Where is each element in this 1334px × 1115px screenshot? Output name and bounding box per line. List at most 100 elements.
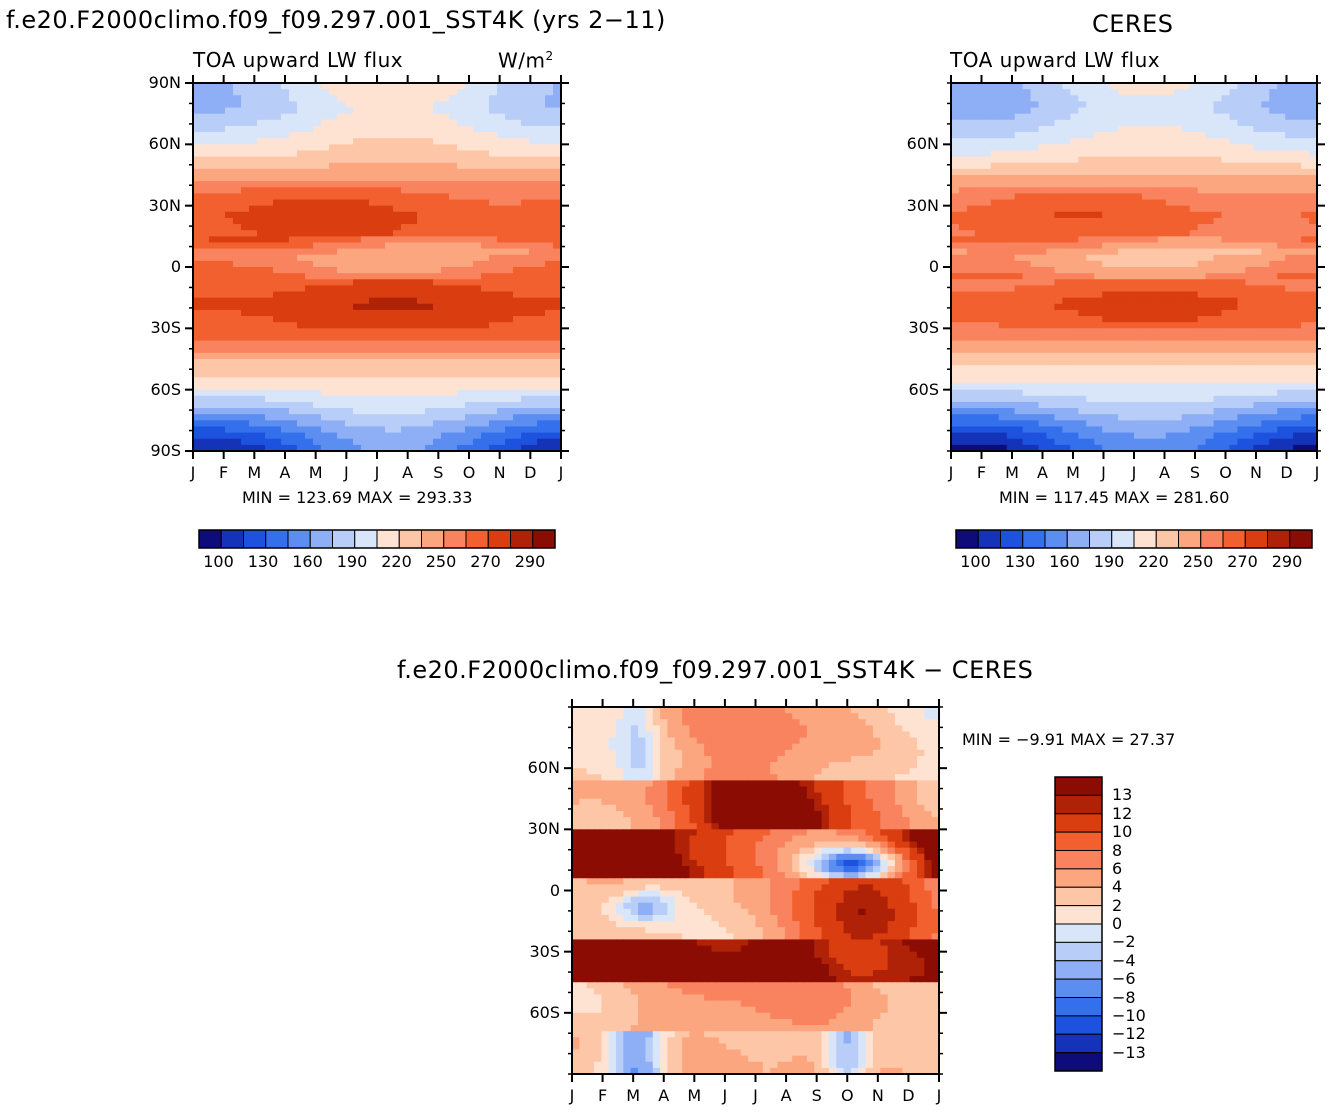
model-cell [193, 395, 202, 403]
model-cell [425, 254, 434, 262]
ceres-cell [1149, 303, 1159, 311]
model-cell [265, 371, 274, 379]
model-cell [457, 334, 466, 342]
ceres-cell [990, 119, 1000, 127]
model-cell [505, 156, 514, 164]
ceres-cell [1054, 119, 1064, 127]
ceres-cell [1277, 168, 1286, 176]
model-cell [465, 316, 474, 323]
model-cell [481, 352, 490, 360]
ceres-cell [1070, 260, 1080, 268]
model-cell [521, 242, 530, 250]
model-cell [473, 359, 482, 366]
model-cell [193, 352, 202, 360]
model-cell [289, 260, 298, 268]
model-cell [537, 273, 546, 281]
ceres-cell [1006, 205, 1016, 213]
model-cell [305, 230, 314, 238]
model-cell [225, 420, 234, 428]
ceres-cell [1261, 181, 1271, 189]
model-cell [241, 432, 250, 440]
model-cell [233, 334, 242, 342]
model-cell [545, 395, 554, 403]
model-cell [361, 199, 370, 207]
model-cell [529, 340, 538, 348]
ceres-cell [1301, 113, 1310, 121]
ceres-cell [1261, 138, 1271, 146]
model-cell [513, 285, 522, 293]
ceres-cell [1030, 248, 1040, 256]
ceres-cell [1086, 328, 1096, 336]
model-cell [377, 408, 386, 415]
model-cell [457, 254, 466, 262]
ceres-cell [1149, 168, 1159, 176]
ceres-cell [1301, 89, 1310, 97]
ceres-cell [1070, 119, 1080, 127]
ceres-cell [1062, 211, 1072, 219]
model-lat-label: 90S [150, 441, 181, 460]
ceres-cell [1277, 83, 1286, 90]
model-cell [481, 395, 490, 403]
model-cell [329, 322, 338, 330]
ceres-cell [1078, 346, 1088, 354]
ceres-cell [966, 217, 976, 225]
model-cell [201, 420, 210, 428]
difference-title: f.e20.F2000climo.f09_f09.297.001_SST4K −… [397, 656, 1034, 684]
model-cell [273, 175, 282, 182]
ceres-cell [1054, 113, 1064, 121]
model-cell [457, 95, 466, 103]
ceres-lat-label: 60N [906, 134, 939, 154]
model-cell [265, 150, 274, 158]
ceres-cell [1285, 316, 1294, 323]
model-cell [505, 328, 514, 336]
model-cell [273, 260, 282, 268]
model-cell [393, 389, 402, 397]
ceres-cell [1181, 113, 1191, 121]
ceres-cell [1126, 211, 1135, 219]
model-cell [257, 377, 266, 385]
ceres-cell [1134, 316, 1143, 323]
model-cell [361, 340, 370, 348]
model-cell [209, 389, 218, 397]
ceres-cell [1070, 217, 1080, 225]
ceres-cell [1189, 242, 1199, 250]
model-cell [545, 316, 554, 323]
ceres-cell [1022, 95, 1032, 103]
ceres-cell [1189, 119, 1199, 127]
model-cell [481, 309, 490, 317]
ceres-cell [1110, 181, 1119, 189]
ceres-cell [1102, 168, 1111, 176]
model-cell [529, 132, 538, 139]
model-cell [473, 211, 482, 219]
ceres-cell [1189, 297, 1199, 305]
ceres-cell [1054, 328, 1064, 336]
model-cell [401, 383, 410, 391]
ceres-cell [1229, 328, 1239, 336]
ceres-cell [1086, 199, 1096, 207]
ceres-cell [1229, 175, 1239, 182]
ceres-cell [1309, 224, 1317, 231]
ceres-cell [1062, 205, 1072, 213]
ceres-cell [1086, 267, 1096, 274]
model-cell [225, 175, 234, 182]
model-cell [513, 309, 522, 317]
ceres-cell [1094, 205, 1103, 213]
model-cell [313, 217, 322, 225]
model-cell [465, 401, 474, 409]
model-cell [537, 113, 546, 121]
model-cell [201, 365, 210, 373]
model-cell [505, 193, 514, 201]
ceres-cell [1070, 352, 1080, 360]
ceres-cell [1062, 254, 1072, 262]
ceres-cell [1213, 291, 1223, 299]
ceres-cell [1253, 144, 1263, 152]
model-cell [489, 144, 498, 152]
ceres-cell [1293, 248, 1302, 256]
model-cell [409, 150, 418, 158]
model-cell [505, 279, 514, 287]
ceres-cell [1269, 150, 1279, 158]
model-cell [417, 420, 426, 428]
model-cell [241, 359, 250, 366]
model-cell [433, 273, 442, 281]
model-cell [193, 168, 202, 176]
